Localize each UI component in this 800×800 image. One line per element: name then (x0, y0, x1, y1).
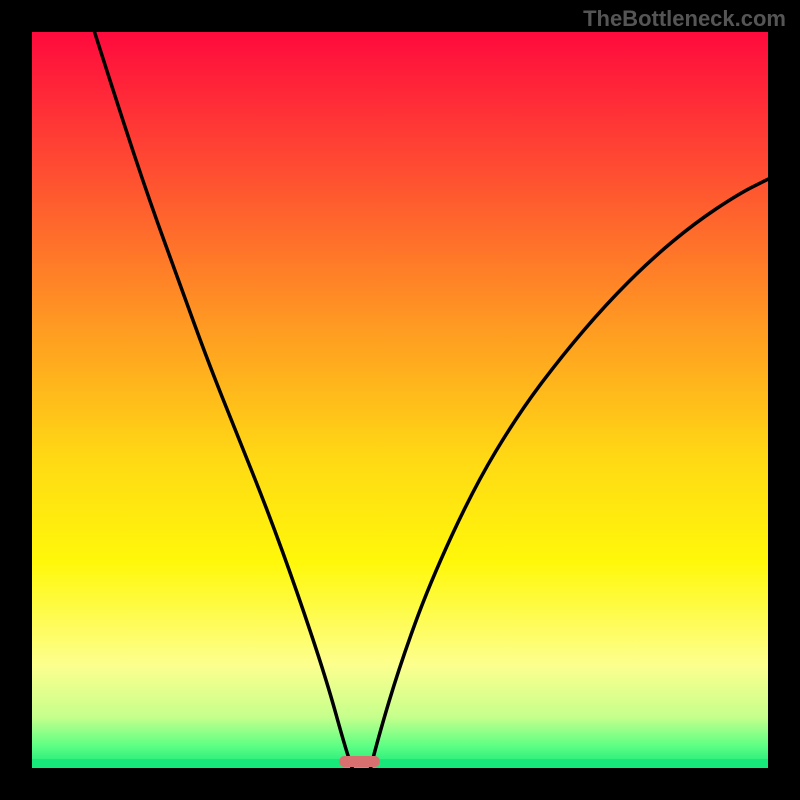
gradient-background (32, 32, 768, 768)
chart-frame: TheBottleneck.com (0, 0, 800, 800)
green-baseline-band (32, 759, 768, 768)
bottleneck-curve-chart (0, 0, 800, 800)
bottleneck-marker (339, 756, 379, 767)
